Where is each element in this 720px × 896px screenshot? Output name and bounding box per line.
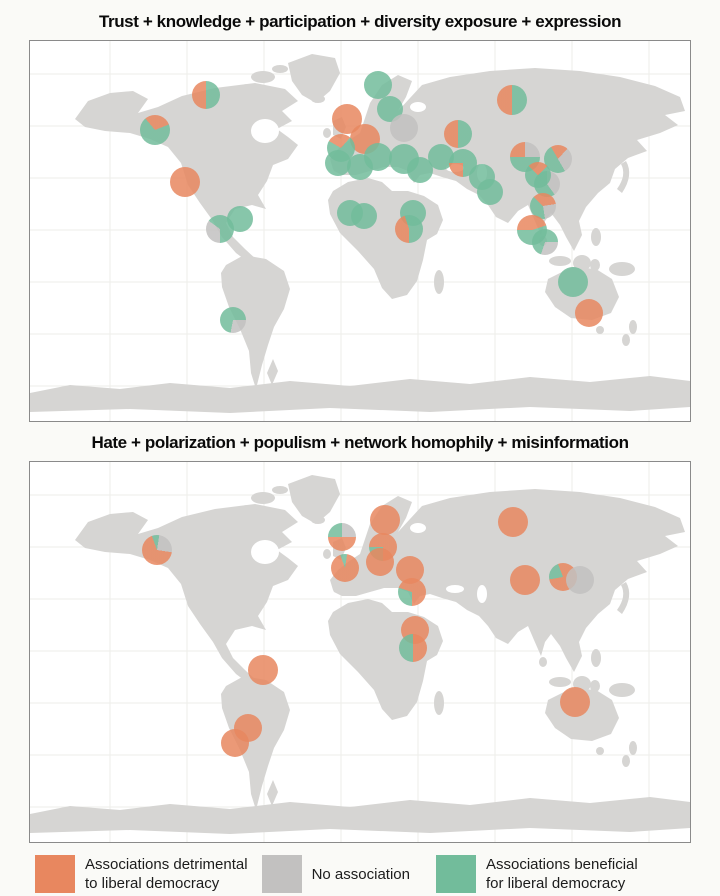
world-basemap — [30, 41, 690, 421]
pie-marker-saudi-arabia — [477, 179, 503, 205]
pie-marker-japan — [566, 566, 594, 594]
pie-marker-norway — [364, 71, 392, 99]
pie-marker-brazil-north — [227, 206, 253, 232]
pie-marker-argentina — [220, 307, 246, 333]
pie-marker-uk — [328, 523, 356, 551]
panel-title-1: Trust + knowledge + participation + dive… — [98, 12, 622, 31]
pie-marker-poland — [390, 114, 418, 142]
pie-marker-greenland — [192, 81, 220, 109]
world-map-panel-2 — [29, 461, 691, 843]
pie-marker-scandinavia — [370, 505, 400, 535]
legend-swatch-no-association — [261, 855, 302, 893]
world-map-panel-1 — [29, 40, 691, 422]
pie-marker-kenya — [399, 634, 427, 662]
pie-marker-germany — [366, 548, 394, 576]
pie-marker-indonesia-east — [532, 229, 558, 255]
pie-marker-brazil — [248, 655, 278, 685]
pie-marker-australia — [560, 687, 590, 717]
panel-title-2: Hate + polarization + populism + network… — [91, 433, 629, 452]
pie-marker-thailand — [530, 193, 556, 219]
pie-marker-turkey — [398, 578, 426, 606]
pie-marker-nigeria — [351, 203, 377, 229]
legend: Associations detrimental to liberal demo… — [0, 855, 720, 893]
legend-label-beneficial: Associations beneficial for liberal demo… — [485, 856, 638, 892]
legend-label-no-association: No association — [311, 865, 410, 883]
pie-marker-india — [525, 162, 551, 188]
pie-marker-argentina-south — [221, 729, 249, 757]
pie-marker-russia — [498, 507, 528, 537]
pie-marker-balkans — [364, 143, 392, 171]
pie-marker-russia — [497, 85, 527, 115]
pie-marker-kenya — [395, 215, 423, 243]
pie-marker-us-west — [140, 115, 170, 145]
legend-item-beneficial: Associations beneficial for liberal demo… — [435, 855, 638, 893]
pie-marker-china — [510, 565, 540, 595]
legend-swatch-detrimental — [35, 855, 75, 893]
pie-marker-spain — [325, 150, 351, 176]
pie-marker-mexico — [170, 167, 200, 197]
legend-swatch-beneficial — [435, 855, 476, 893]
legend-item-detrimental: Associations detrimental to liberal demo… — [35, 855, 248, 893]
pie-marker-new-zealand — [575, 299, 603, 327]
world-basemap — [30, 462, 690, 842]
legend-item-no-association: No association — [261, 855, 410, 893]
pie-marker-us-west — [142, 535, 172, 565]
legend-label-detrimental: Associations detrimental to liberal demo… — [85, 856, 248, 892]
pie-marker-kazakhstan — [444, 120, 472, 148]
pie-marker-australia — [558, 267, 588, 297]
pie-marker-france — [331, 554, 359, 582]
